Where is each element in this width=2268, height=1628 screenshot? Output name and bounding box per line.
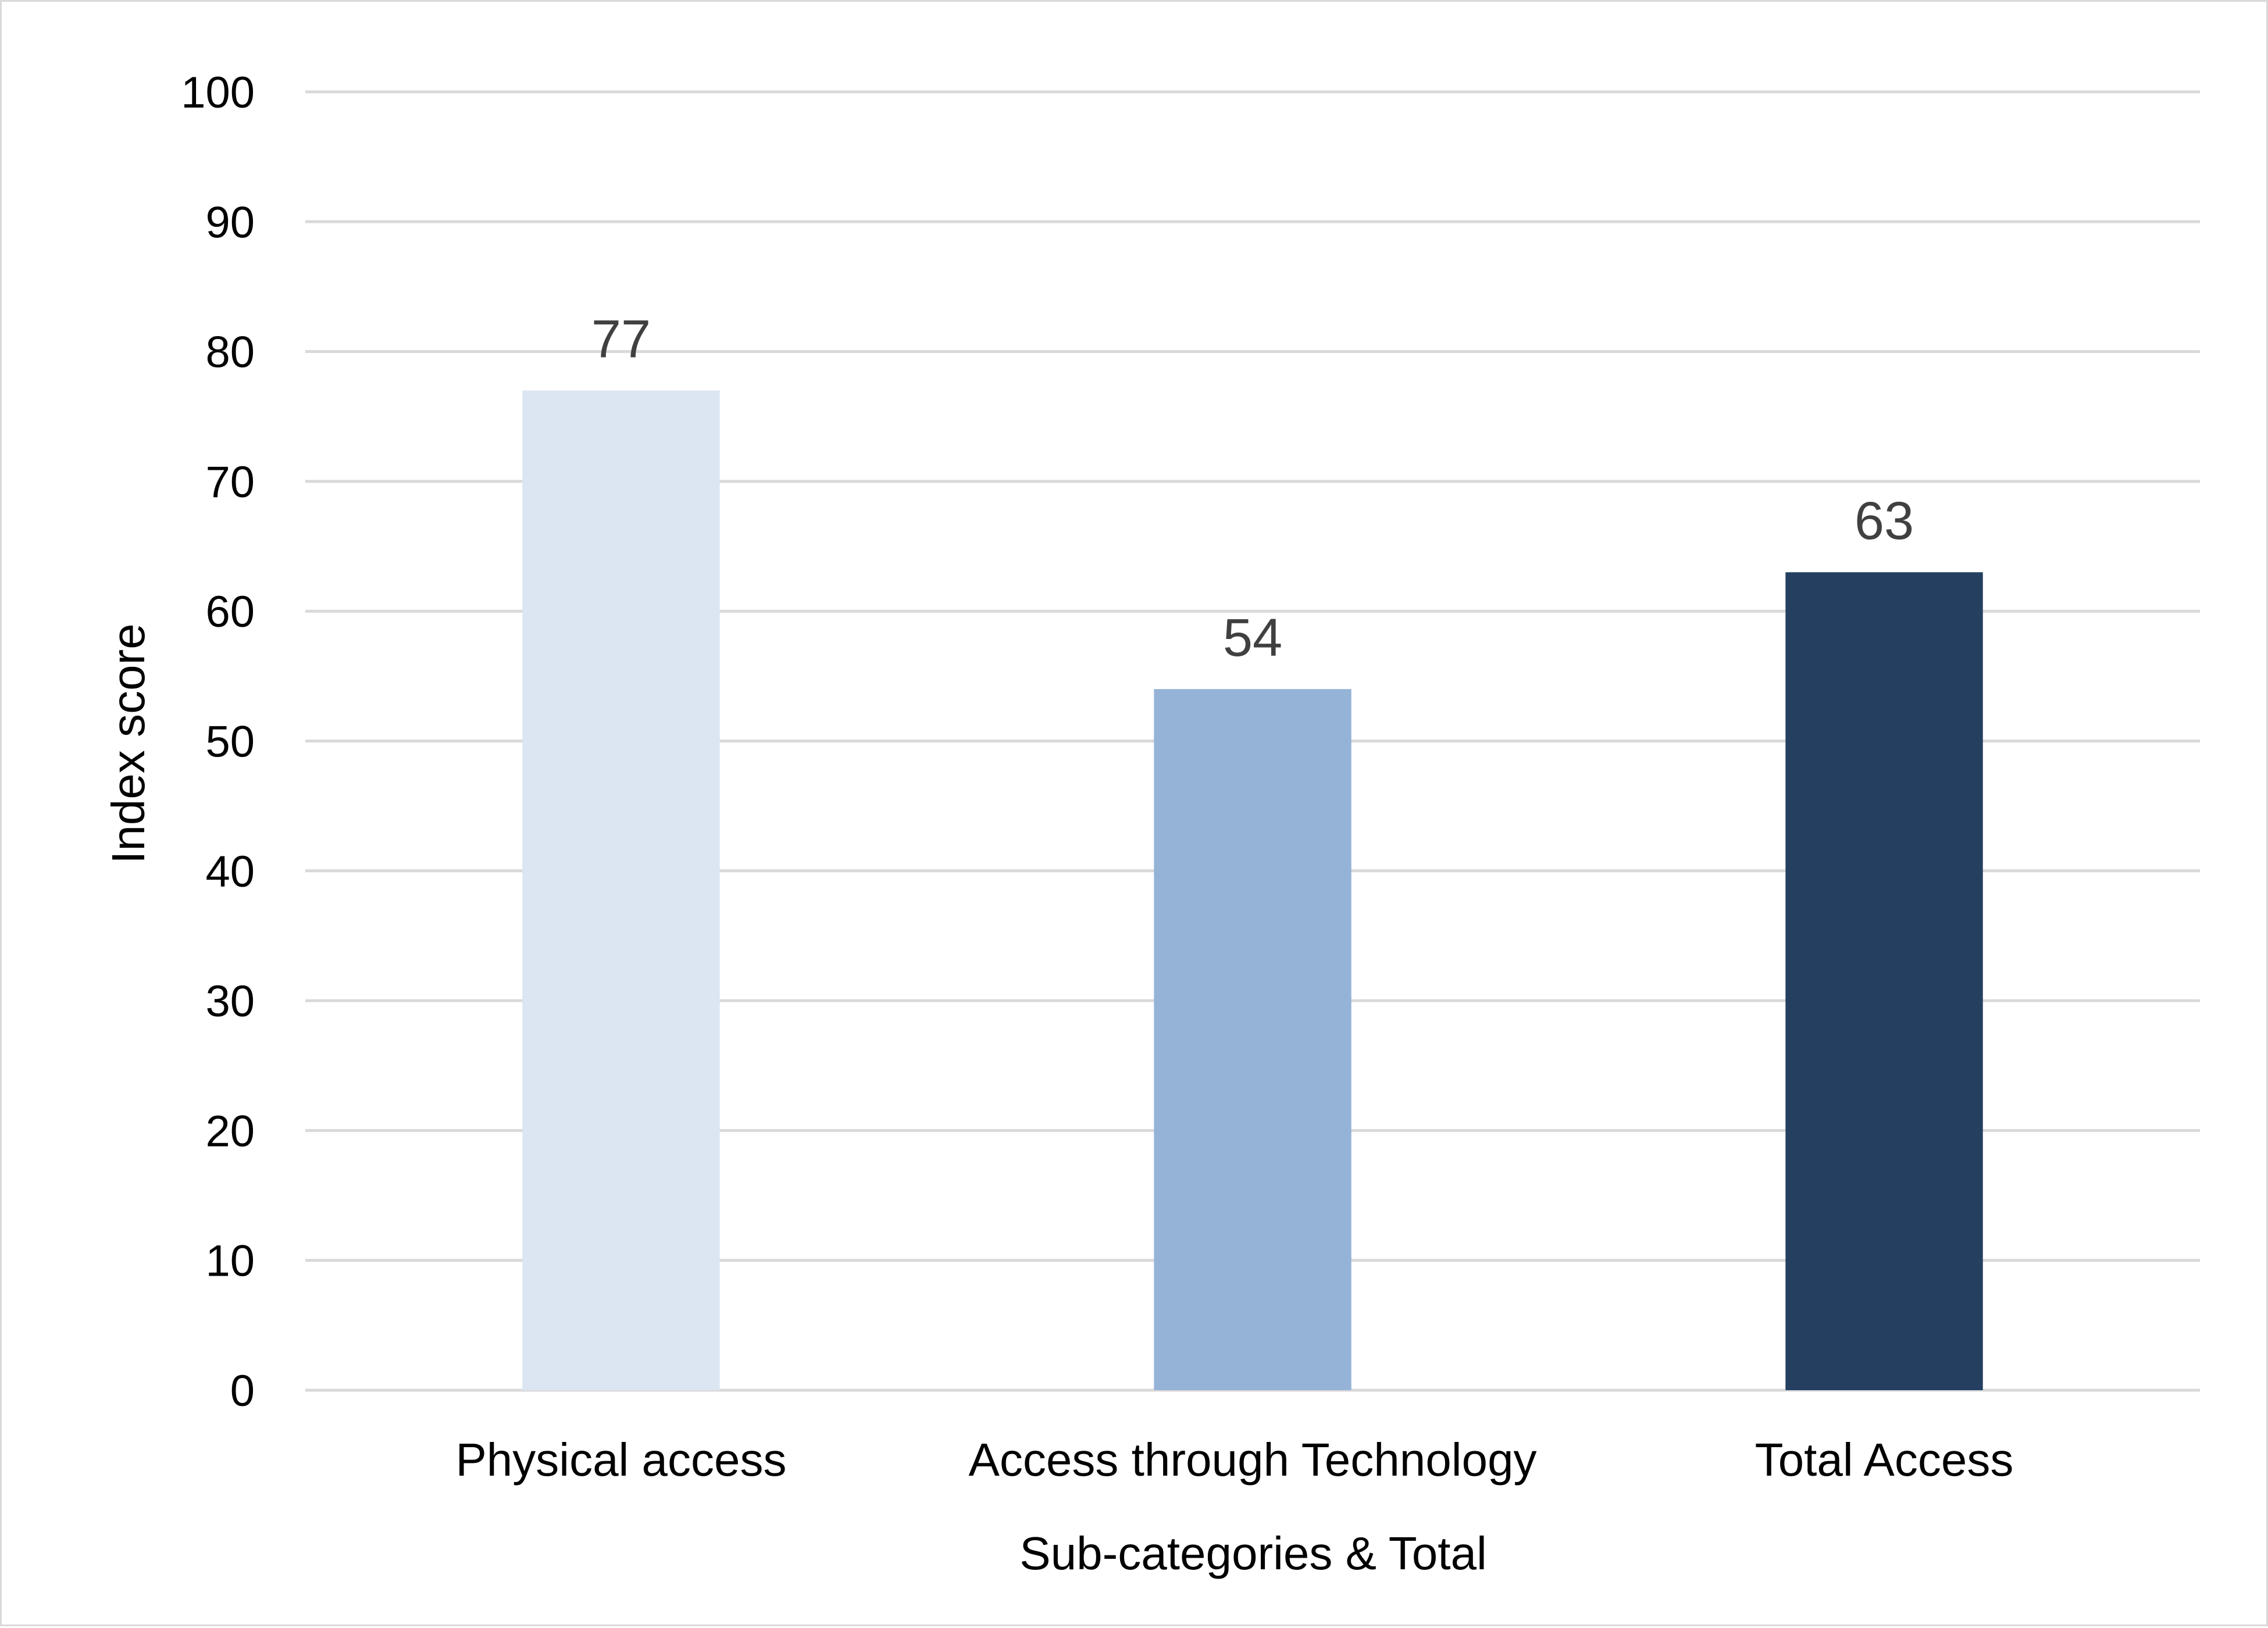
bar-1 [522,390,720,1390]
y-tick-label: 0 [230,1366,255,1416]
data-label: 54 [1223,608,1282,667]
bar-3 [1785,572,1983,1391]
y-tick-label: 90 [205,198,255,247]
bar-2 [1154,689,1351,1390]
y-tick-label: 40 [205,847,255,897]
y-tick-label: 60 [205,587,255,637]
data-label: 63 [1855,491,1914,551]
x-category-label: Physical access [455,1434,786,1486]
x-axis-categories: Physical access Access through Technology… [455,1434,2013,1486]
y-tick-label: 100 [181,68,255,117]
y-axis-title: Index score [102,623,154,864]
y-tick-label: 70 [205,458,255,507]
data-labels: 77 54 63 [591,310,1914,668]
y-tick-label: 30 [205,977,255,1026]
y-tick-label: 50 [205,717,255,767]
x-category-label: Access through Technology [969,1434,1537,1486]
y-tick-label: 10 [205,1237,255,1286]
data-label: 77 [591,310,651,369]
y-tick-label: 80 [205,328,255,377]
y-tick-label: 20 [205,1106,255,1156]
bars [522,390,1983,1391]
x-category-label: Total Access [1755,1434,2014,1486]
y-axis-ticks: 0 10 20 30 40 50 60 70 80 90 100 [181,68,255,1416]
x-axis-title: Sub-categories & Total [1019,1527,1486,1579]
